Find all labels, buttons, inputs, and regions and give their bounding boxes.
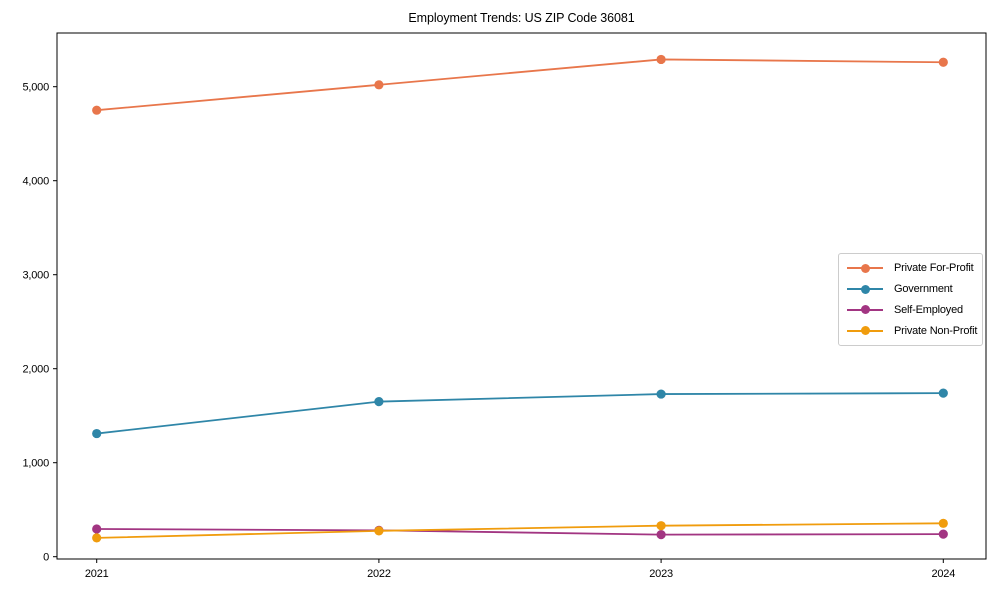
data-point-government (92, 428, 102, 439)
plot-frame (56, 32, 987, 560)
series-line-private-non-profit (96, 522, 944, 539)
data-point-self-employed (938, 529, 948, 539)
y-tick-label: 0 (43, 552, 49, 564)
data-point-private-non-profit (374, 526, 384, 536)
legend-item-private-for-profit: Private For-Profit (845, 258, 976, 278)
data-point-self-employed (656, 530, 666, 540)
data-point-government (656, 389, 666, 399)
data-point-private-for-profit (92, 105, 102, 115)
legend-label: Government (894, 283, 953, 296)
legend: Private For-Profit Government Self-Employe… (838, 253, 983, 346)
legend-marker-icon (845, 263, 885, 273)
data-point-private-for-profit (938, 57, 948, 67)
y-tick-label: 5,000 (22, 82, 49, 94)
data-point-private-for-profit (656, 54, 666, 65)
series-line-private-for-profit (96, 58, 944, 112)
legend-item-self-employed: Self-Employed (845, 300, 976, 320)
y-tick-label: 4,000 (22, 176, 49, 188)
legend-label: Private Non-Profit (894, 324, 978, 337)
data-point-government (938, 388, 948, 398)
x-tick-label: 2022 (367, 568, 391, 580)
legend-item-government: Government (845, 279, 976, 299)
legend-label: Self-Employed (894, 303, 963, 316)
x-tick-label: 2023 (649, 568, 673, 580)
y-tick-label: 3,000 (22, 270, 49, 282)
y-tick-label: 2,000 (22, 364, 49, 376)
series-line-self-employed (96, 528, 944, 536)
data-point-private-for-profit (374, 80, 384, 90)
legend-item-private-non-profit: Private Non-Profit (845, 321, 978, 341)
x-tick-label: 2021 (85, 568, 109, 580)
chart-title: Employment Trends: US ZIP Code 36081 (408, 11, 635, 25)
data-point-private-non-profit (656, 521, 666, 531)
legend-marker-icon (845, 305, 885, 315)
data-point-private-non-profit (92, 533, 102, 543)
data-point-private-non-profit (938, 518, 948, 528)
data-point-government (374, 397, 384, 407)
legend-label: Private For-Profit (894, 262, 974, 275)
series-line-government (96, 392, 944, 435)
legend-marker-icon (845, 284, 885, 294)
x-tick-label: 2024 (931, 568, 955, 580)
y-tick-label: 1,000 (22, 458, 49, 470)
legend-marker-icon (845, 326, 885, 336)
data-point-self-employed (92, 524, 102, 534)
